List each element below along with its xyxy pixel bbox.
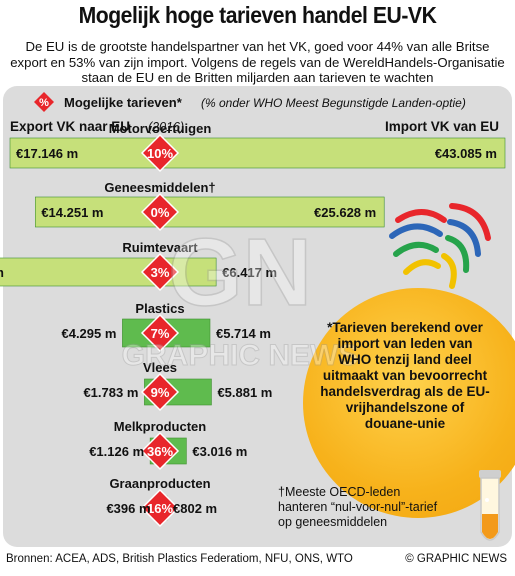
- import-bar: [159, 137, 506, 169]
- category-label: Motorvoertuigen: [109, 121, 212, 136]
- export-bar: [9, 137, 161, 169]
- category-label: Plastics: [135, 301, 184, 316]
- wto-logo-icon: [389, 203, 491, 289]
- import-value-label: €3.016 m: [192, 444, 247, 459]
- tariff-label: 9%: [151, 385, 170, 400]
- category-label: Graanproducten: [109, 476, 210, 491]
- export-value-label: €1.126 m: [89, 444, 144, 459]
- import-value-label: €25.628 m: [314, 205, 376, 220]
- import-value-label: €802 m: [173, 501, 217, 516]
- category-label: Vlees: [143, 360, 177, 375]
- dagger-footnote: †Meeste OECD-leden hanteren “nul-voor-nu…: [278, 485, 438, 529]
- tariff-legend-icon: %: [34, 92, 54, 112]
- import-bar: [159, 196, 385, 228]
- graphic-news-watermark: GN GRAPHIC NEWS: [121, 218, 359, 372]
- credit-text: © GRAPHIC NEWS: [405, 553, 507, 565]
- legend-symbol: %: [39, 97, 49, 109]
- export-value-label: €17.146 m: [16, 146, 78, 161]
- category-label: Geneesmiddelen†: [104, 180, 215, 195]
- tariff-label: 36%: [147, 444, 173, 459]
- tariff-diamond: [140, 313, 180, 353]
- tariff-note-circle: [303, 288, 515, 518]
- tariff-label: 3%: [151, 265, 170, 280]
- legend-label: Mogelijke tarieven*: [64, 95, 182, 110]
- tariff-footnote: *Tarieven berekend over import van leden…: [320, 320, 490, 431]
- tariff-diamond: [140, 431, 180, 471]
- page-title: Mogelijk hoge tarieven handel EU-VK: [78, 2, 437, 28]
- export-value-label: €396 m: [106, 501, 150, 516]
- export-bar: [0, 257, 161, 287]
- import-value-label: €6.417 m: [222, 265, 277, 280]
- category-label: Melkproducten: [114, 419, 207, 434]
- sources-text: Bronnen: ACEA, ADS, British Plastics Fed…: [6, 553, 353, 565]
- watermark-text: GRAPHIC NEWS: [122, 339, 359, 372]
- export-value-label: €14.251 m: [41, 205, 103, 220]
- export-year: (2016): [148, 120, 185, 134]
- export-value-label: €25.628 m: [0, 265, 4, 280]
- tariff-label: 10%: [147, 146, 173, 161]
- legend-note: (% onder WHO Meest Begunstigde Landen-op…: [201, 96, 466, 110]
- tariff-diamond: [140, 372, 180, 412]
- tariff-label: 7%: [151, 326, 170, 341]
- page-subtitle: De EU is de grootste handelspartner van …: [10, 39, 505, 85]
- tariff-diamond: [140, 133, 180, 173]
- export-header: Export VK naar EU: [10, 119, 131, 134]
- tariff-diamond: [140, 488, 180, 528]
- watermark-logo: GN: [168, 219, 312, 326]
- tariff-label: 16%: [147, 501, 173, 516]
- tariff-diamond: [140, 192, 180, 232]
- export-value-label: €1.783 m: [83, 385, 138, 400]
- import-header: Import VK van EU: [384, 119, 499, 134]
- tariff-diamond: [140, 252, 180, 292]
- test-tube-icon: [479, 470, 501, 541]
- import-value-label: €43.085 m: [435, 146, 497, 161]
- tariff-label: 0%: [151, 205, 170, 220]
- export-bar: [35, 196, 161, 228]
- export-value-label: €4.295 m: [61, 326, 116, 341]
- import-value-label: €5.714 m: [216, 326, 271, 341]
- category-label: Ruimtevaart: [122, 240, 198, 255]
- import-value-label: €5.881 m: [217, 385, 272, 400]
